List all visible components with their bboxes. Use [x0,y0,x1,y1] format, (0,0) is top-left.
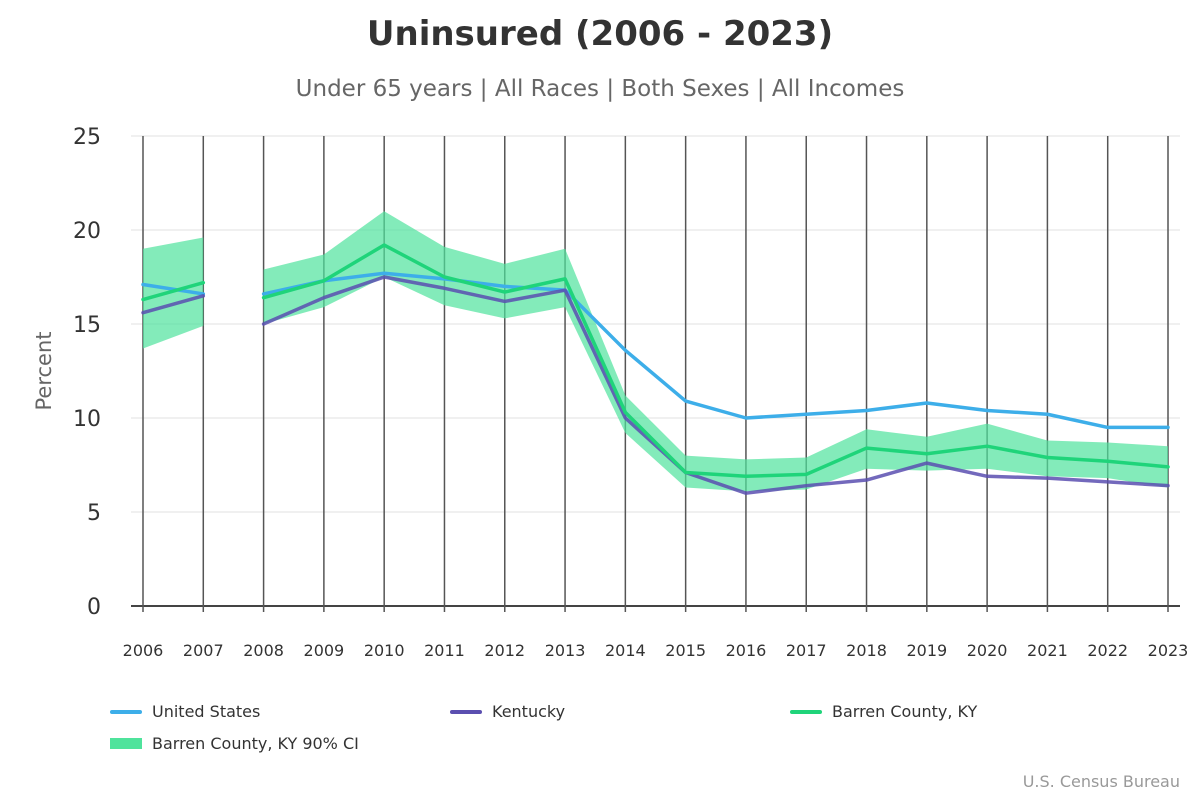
x-tick-label: 2021 [1027,641,1068,660]
x-tick-label: 2016 [726,641,767,660]
series-lines [141,243,1170,495]
legend-swatch [450,709,482,714]
x-tick-labels: 2006 2007 2008 2009 2010 2011 2012 2013 2014 2015… [123,641,1189,660]
x-tick-label: 2019 [906,641,947,660]
legend-item-united-states[interactable]: United States [110,702,260,721]
source-credit: U.S. Census Bureau [1022,772,1180,791]
y-tick-label: 5 [87,501,101,526]
vertical-gridlines [142,136,1169,612]
series-line-united-states-segment-1 [141,282,206,296]
y-tick-label: 0 [87,595,101,620]
x-tick-label: 2013 [545,641,586,660]
legend-label: United States [152,702,261,721]
x-tick-label: 2011 [424,641,465,660]
legend-swatch [110,738,142,749]
x-tick-label: 2020 [967,641,1008,660]
x-tick-label: 2014 [605,641,646,660]
series-line-united-states-segment-2 [261,271,1170,430]
x-tick-label: 2015 [665,641,706,660]
y-tick-label: 20 [73,219,101,244]
x-tick-label: 2017 [786,641,827,660]
legend-swatch [790,709,822,714]
ci-band-segment-2 [263,211,1168,492]
confidence-bands [143,211,1168,492]
legend-label: Barren County, KY 90% CI [152,734,359,753]
legend-item-barren-county-ci[interactable]: Barren County, KY 90% CI [110,734,359,753]
x-tick-label: 2022 [1087,641,1128,660]
ci-band-segment-1 [143,237,204,349]
legend-item-barren-county[interactable]: Barren County, KY [790,702,977,721]
x-tick-label: 2012 [484,641,525,660]
x-tick-label: 2023 [1148,641,1189,660]
y-tick-label: 10 [73,407,101,432]
chart-subtitle: Under 65 years | All Races | Both Sexes … [295,76,905,102]
legend-label: Kentucky [492,702,566,721]
x-tick-label: 2008 [243,641,284,660]
series-line-barren-county-ky-segment-1 [141,280,206,302]
series-line-barren-county-ky-segment-2 [261,243,1170,479]
chart-title: Uninsured (2006 - 2023) [366,14,834,54]
x-tick-label: 2018 [846,641,887,660]
series-line-kentucky-segment-1 [141,294,206,315]
y-axis-label: Percent [32,331,56,410]
legend-swatch [110,709,142,714]
y-tick-label: 15 [73,313,101,338]
x-tick-label: 2009 [304,641,345,660]
series-line-kentucky-segment-2 [261,275,1170,495]
y-tick-labels: 0 5 10 15 20 25 [73,125,101,620]
x-tick-label: 2006 [123,641,164,660]
y-tick-label: 25 [73,125,101,150]
horizontal-gridlines [131,135,1180,607]
legend-label: Barren County, KY [832,702,978,721]
x-tick-label: 2007 [183,641,224,660]
legend-item-kentucky[interactable]: Kentucky [450,702,565,721]
x-tick-label: 2010 [364,641,405,660]
